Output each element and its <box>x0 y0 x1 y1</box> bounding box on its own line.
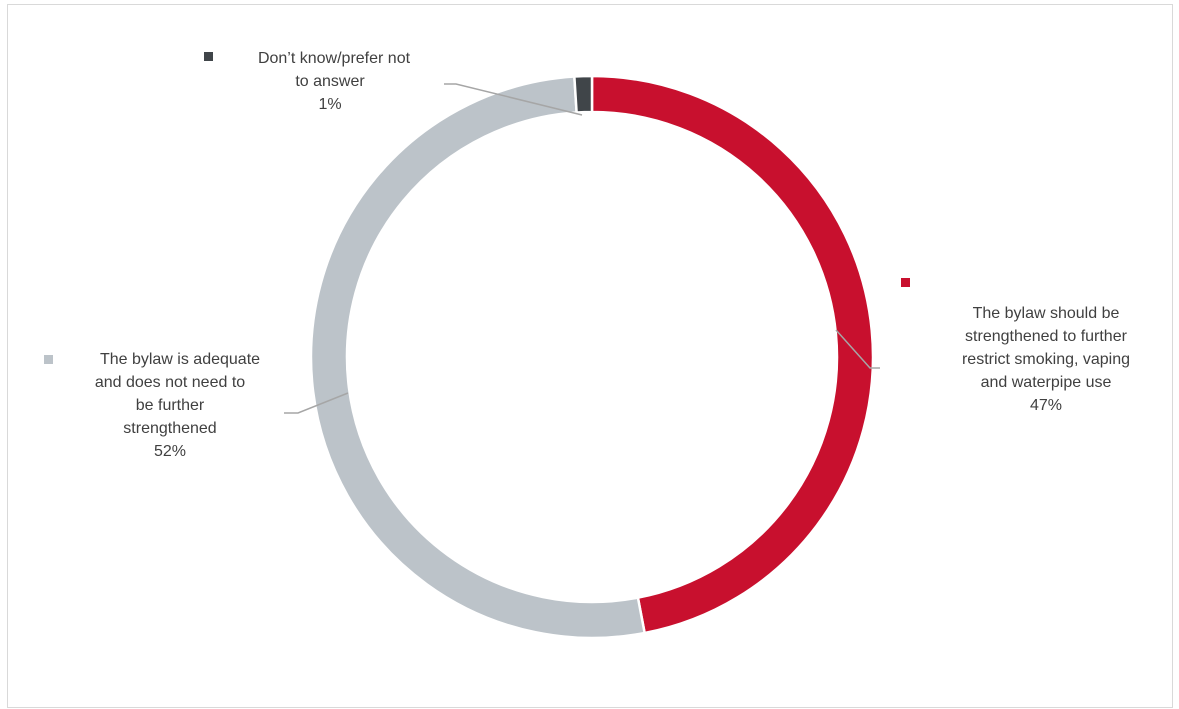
label-dont-know-line: to answer <box>295 73 365 90</box>
leader-line-dont-know <box>444 83 583 116</box>
data-labels: The bylaw should be strengthened to furth… <box>44 50 1130 460</box>
leader-line-adequate <box>284 392 349 414</box>
label-dont-know-key <box>204 52 213 61</box>
label-adequate-line: The bylaw is adequate <box>100 351 260 368</box>
label-adequate-value: 52% <box>154 443 186 460</box>
label-strengthen-line: strengthened to further <box>965 328 1128 345</box>
chart-frame <box>7 4 1173 708</box>
label-strengthen-value: 47% <box>1030 397 1062 414</box>
label-strengthen-line: and waterpipe use <box>981 374 1112 391</box>
slice-adequate <box>309 75 647 640</box>
label-dont-know-value: 1% <box>318 96 341 113</box>
label-dont-know-line: Don’t know/prefer not <box>258 50 411 67</box>
slice-dont-know <box>573 74 594 114</box>
label-strengthen-line: The bylaw should be <box>973 305 1120 322</box>
leader-lines <box>284 83 880 414</box>
label-strengthen-line: restrict smoking, vaping <box>962 351 1130 368</box>
slice-strengthen <box>590 74 875 635</box>
slices <box>309 74 875 640</box>
label-adequate-line: strengthened <box>123 420 216 437</box>
label-adequate-line: and does not need to <box>95 374 245 391</box>
label-strengthen-key <box>901 278 910 287</box>
label-adequate-key <box>44 355 53 364</box>
leader-line-strengthen <box>835 329 880 369</box>
label-adequate-line: be further <box>136 397 205 414</box>
